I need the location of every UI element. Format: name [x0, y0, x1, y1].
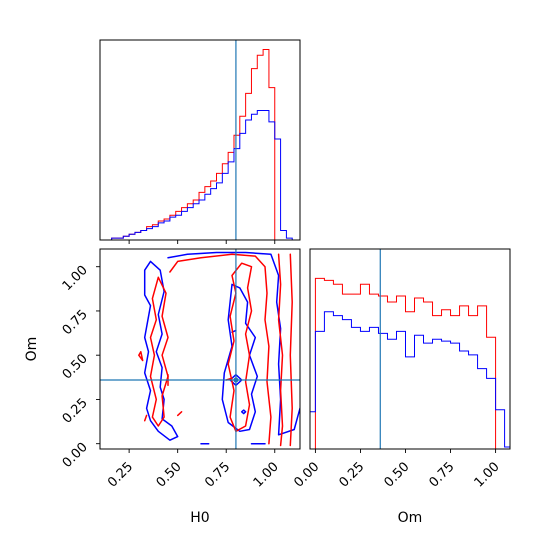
panel-hist-H0 — [99, 39, 301, 244]
hist-Om-series_b-step — [310, 311, 510, 448]
hist-H0-series-layer — [100, 40, 299, 240]
contour-y-tick-label: 0.00 — [60, 440, 91, 471]
hist-Om-series-layer — [310, 249, 510, 449]
contour-H0-Om-series_a-contour-15 — [176, 411, 183, 417]
panel-hist-Om: 0.00 0.25 0.50 0.75 1.00 Om — [291, 248, 511, 526]
y-axis-label-Om: Om — [24, 337, 40, 362]
contour-y-tick-label: 0.25 — [60, 396, 91, 427]
x-axis-label-Om: Om — [398, 510, 423, 526]
contour-H0-Om-series_a-contour-9 — [169, 253, 272, 445]
hist-H0-series_a-step — [100, 49, 299, 240]
contour-y-tick-label: 0.50 — [60, 351, 91, 382]
hist-H0-frame — [99, 39, 301, 241]
contour-H0-Om-series_a-contour-12 — [289, 253, 293, 447]
panel-contour-H0-Om: 0.25 0.50 0.75 1.00 0.00 0.25 0.50 0.75 1.00 H0… — [24, 248, 301, 526]
hist-H0-plot-area — [100, 40, 299, 240]
hist-H0-xticks — [128, 240, 276, 244]
contour-y-tick-label: 1.00 — [60, 263, 91, 294]
contour-H0-Om-contour-layer — [100, 249, 300, 449]
hist-Om-frame — [309, 248, 511, 450]
hist-Om-x-tick-label: 1.00 — [472, 459, 503, 490]
hist-Om-xticks: 0.00 0.25 0.50 0.75 1.00 — [291, 449, 503, 491]
contour-H0-Om-series_a-contour-11 — [277, 253, 284, 447]
hist-Om-x-tick-label: 0.00 — [291, 459, 322, 490]
contour-xticks: 0.25 0.50 0.75 1.00 — [105, 449, 282, 491]
contour-yticks: 0.00 0.25 0.50 0.75 1.00 — [60, 263, 100, 471]
hist-Om-series_a-step — [310, 277, 510, 449]
contour-x-tick-label: 0.50 — [154, 459, 185, 490]
contour-plot-area — [100, 249, 300, 449]
contour-H0-Om-series_a-contour-8 — [149, 276, 169, 427]
hist-H0-series_b-step — [100, 109, 299, 240]
contour-x-tick-label: 0.75 — [202, 459, 233, 490]
contour-H0-Om-series_a-contour-10 — [227, 262, 253, 433]
contour-H0-Om-series_a-contour-14 — [143, 414, 148, 422]
x-axis-label-H0: H0 — [190, 510, 209, 526]
contour-H0-Om-series_b-contour-0 — [143, 260, 179, 441]
hist-Om-x-tick-label: 0.75 — [427, 459, 458, 490]
hist-Om-plot-area — [310, 249, 510, 449]
contour-H0-Om-series_b-contour-2 — [167, 251, 300, 436]
contour-x-tick-label: 0.25 — [105, 459, 136, 490]
hist-Om-x-tick-label: 0.50 — [381, 459, 412, 490]
contour-y-tick-label: 0.75 — [60, 307, 91, 338]
contour-x-tick-label: 1.00 — [251, 459, 282, 490]
contour-H0-Om-series_b-contour-1 — [221, 283, 259, 433]
hist-Om-x-tick-label: 0.25 — [336, 459, 367, 490]
contour-H0-Om-truth-point — [233, 377, 239, 383]
contour-frame — [99, 248, 301, 450]
contour-H0-Om-series_a-contour-13 — [138, 350, 144, 362]
contour-H0-Om-series_b-contour-6 — [240, 409, 247, 415]
